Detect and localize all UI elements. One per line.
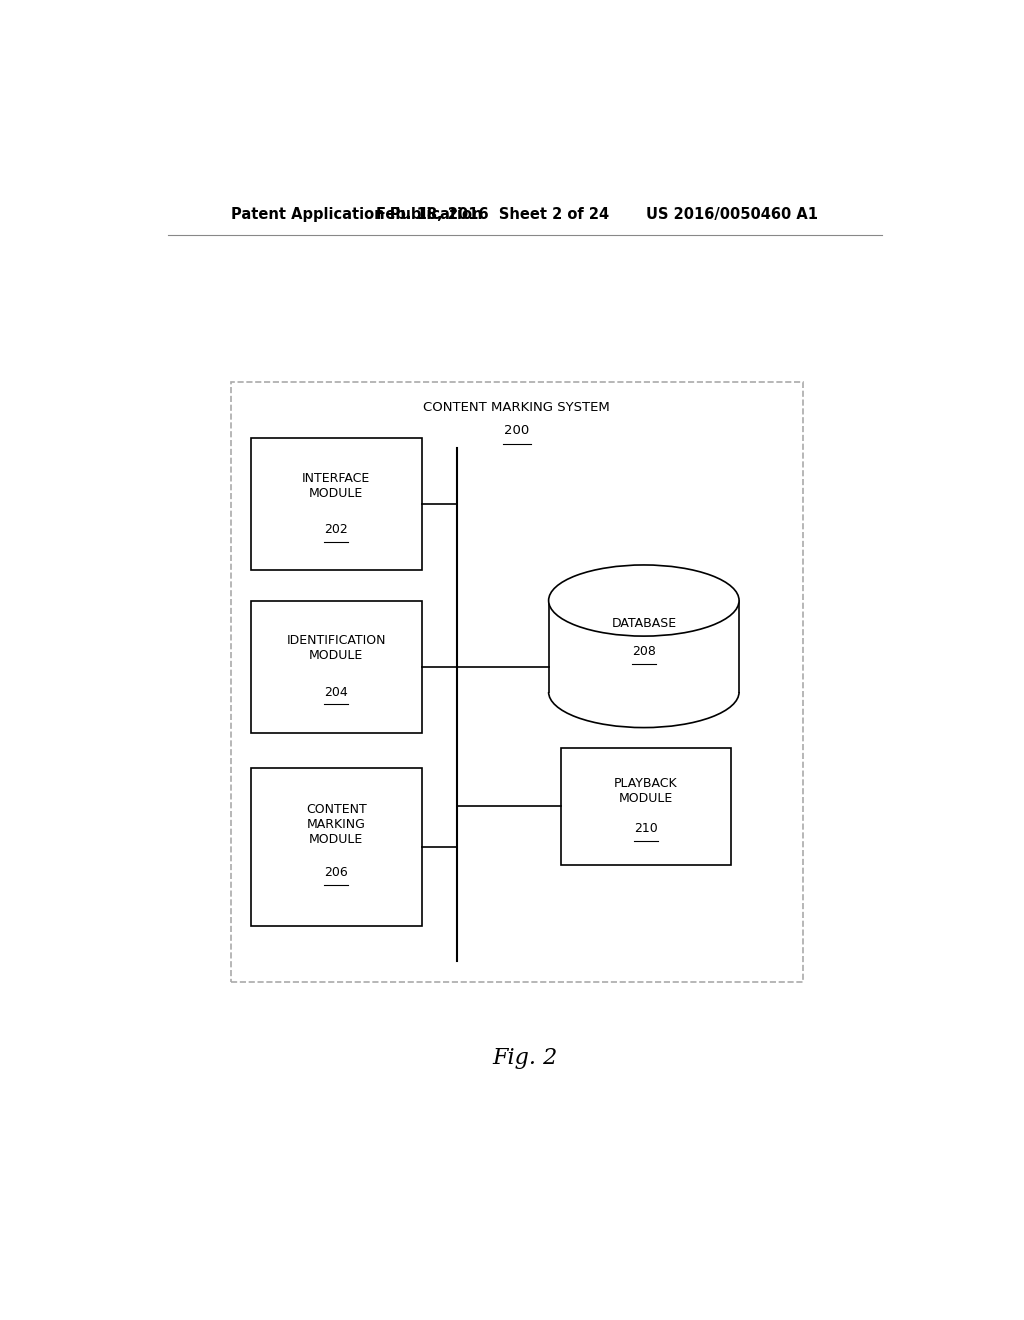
Text: CONTENT
MARKING
MODULE: CONTENT MARKING MODULE [306, 803, 367, 846]
Text: 208: 208 [632, 645, 655, 657]
Text: DATABASE: DATABASE [611, 618, 677, 631]
Text: Feb. 18, 2016  Sheet 2 of 24: Feb. 18, 2016 Sheet 2 of 24 [377, 207, 609, 222]
Ellipse shape [549, 565, 739, 636]
Text: 206: 206 [325, 866, 348, 879]
Text: INTERFACE
MODULE: INTERFACE MODULE [302, 471, 371, 500]
Text: 204: 204 [325, 685, 348, 698]
Text: 200: 200 [504, 424, 529, 437]
Text: CONTENT MARKING SYSTEM: CONTENT MARKING SYSTEM [424, 401, 610, 414]
Text: US 2016/0050460 A1: US 2016/0050460 A1 [646, 207, 818, 222]
Text: 202: 202 [325, 523, 348, 536]
Text: IDENTIFICATION
MODULE: IDENTIFICATION MODULE [287, 635, 386, 663]
Text: PLAYBACK
MODULE: PLAYBACK MODULE [614, 777, 678, 805]
Text: 210: 210 [634, 822, 657, 836]
Text: Fig. 2: Fig. 2 [493, 1047, 557, 1069]
Text: Patent Application Publication: Patent Application Publication [231, 207, 482, 222]
